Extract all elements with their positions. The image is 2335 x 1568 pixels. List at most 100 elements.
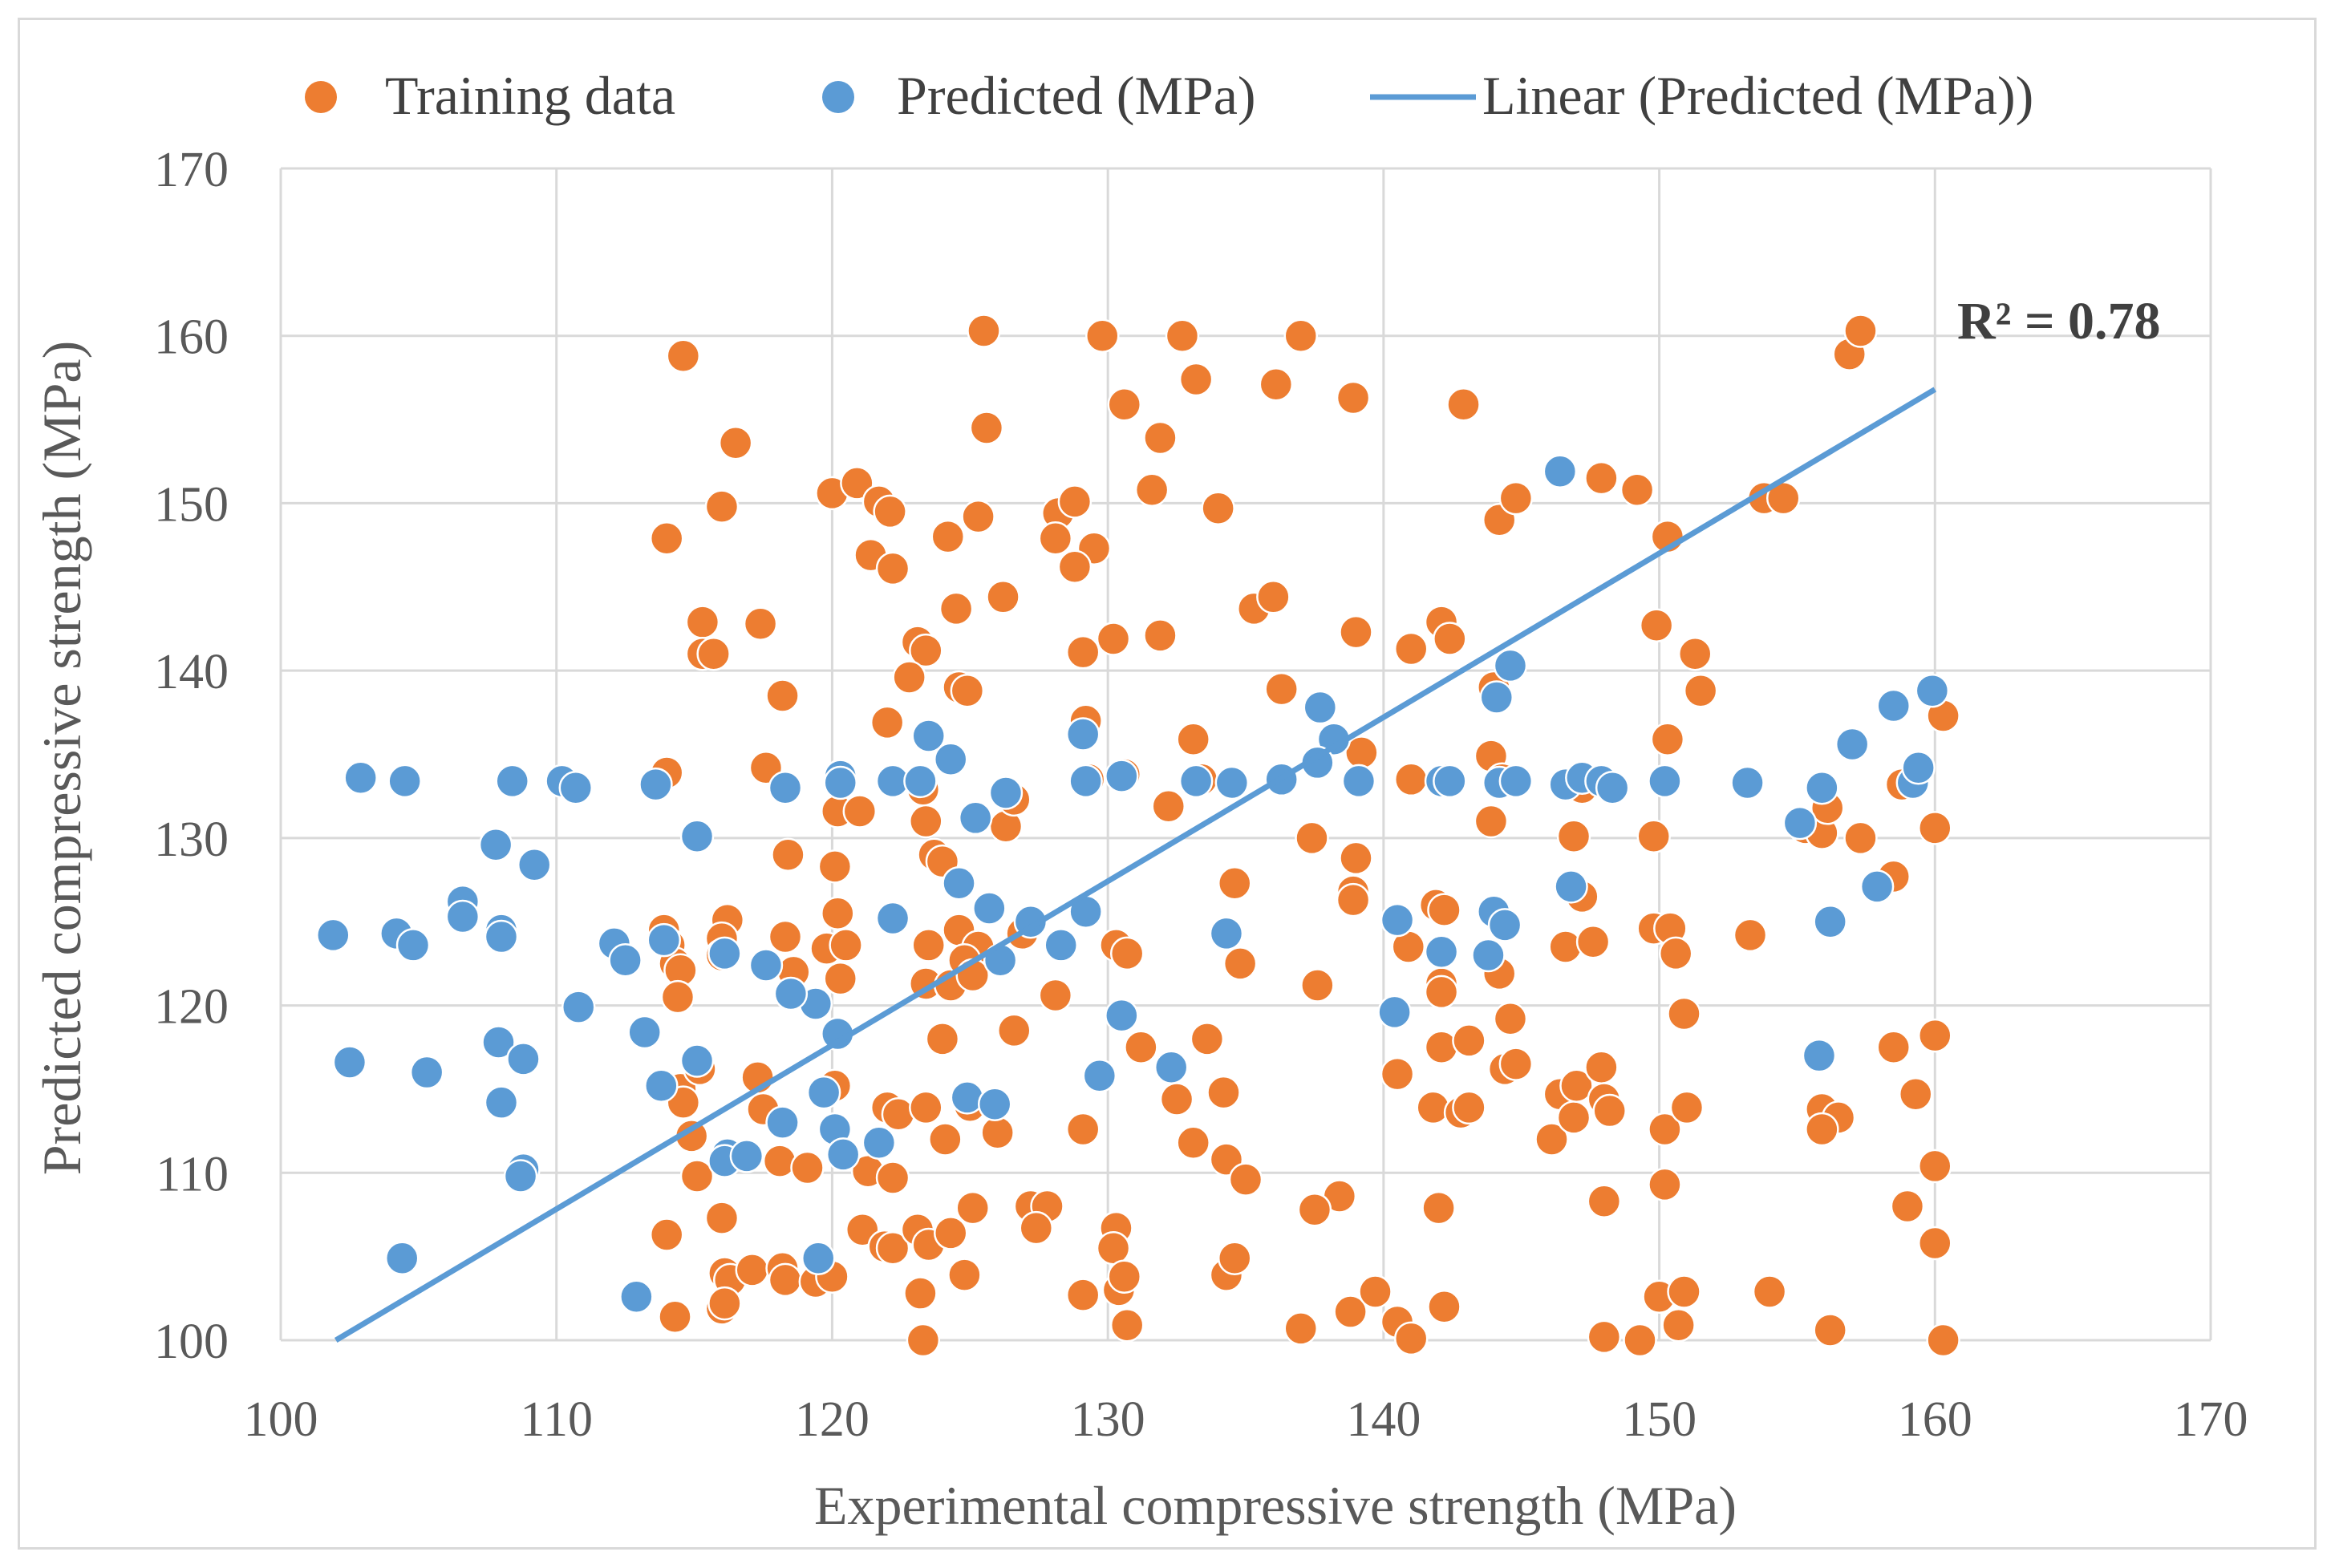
training-point xyxy=(1623,1323,1657,1358)
training-point xyxy=(875,1230,910,1266)
predicted-point xyxy=(558,770,594,805)
training-point xyxy=(790,1150,825,1185)
predicted-point xyxy=(1915,673,1950,708)
training-point xyxy=(892,660,926,695)
predicted-point xyxy=(773,976,809,1011)
training-point xyxy=(1587,1319,1622,1355)
training-point xyxy=(1534,1122,1569,1157)
training-point xyxy=(1752,1274,1787,1309)
training-point xyxy=(1592,1093,1627,1128)
legend-predicted-label: Predicted (MPa) xyxy=(897,65,1256,126)
predicted-point xyxy=(806,1075,841,1110)
training-point xyxy=(1019,1210,1054,1246)
predicted-point xyxy=(1044,928,1078,962)
training-point xyxy=(649,521,684,556)
training-point xyxy=(1393,762,1429,797)
training-point xyxy=(823,961,857,996)
predicted-point xyxy=(861,1125,897,1160)
training-point xyxy=(1065,1278,1101,1312)
training-point xyxy=(1339,614,1373,650)
predicted-point xyxy=(942,865,976,901)
training-point xyxy=(1843,820,1878,856)
predicted-point xyxy=(506,1042,541,1076)
training-point xyxy=(909,633,943,668)
training-point xyxy=(1918,1226,1952,1261)
predicted-point xyxy=(972,891,1007,926)
training-point xyxy=(1498,1047,1534,1081)
training-point xyxy=(840,466,874,500)
training-point xyxy=(947,1258,982,1292)
training-point xyxy=(1256,580,1291,614)
predicted-point xyxy=(1424,934,1459,970)
training-point xyxy=(1065,1112,1101,1147)
training-point xyxy=(1427,1290,1461,1324)
training-point xyxy=(1057,549,1093,584)
training-point xyxy=(1218,1241,1252,1275)
training-point xyxy=(955,1190,990,1226)
predicted-point xyxy=(627,1015,662,1050)
training-point xyxy=(1805,1112,1839,1147)
training-point xyxy=(658,1299,692,1335)
training-point xyxy=(967,314,1001,348)
x-tick-label: 150 xyxy=(1622,1392,1697,1447)
training-point xyxy=(909,1090,943,1125)
training-point xyxy=(1057,484,1093,519)
training-point xyxy=(1427,893,1461,927)
training-point xyxy=(735,1253,770,1287)
training-point xyxy=(1038,521,1073,556)
predicted-point xyxy=(958,800,993,836)
training-point xyxy=(997,1013,1032,1048)
training-point xyxy=(1556,1100,1591,1135)
y-axis-title: Predicted compressive strength (MPa) xyxy=(31,341,92,1176)
training-point xyxy=(1107,387,1142,422)
y-tick-label: 110 xyxy=(156,1147,229,1201)
training-point xyxy=(1096,622,1131,656)
training-point xyxy=(1843,314,1878,348)
training-point xyxy=(1648,1112,1682,1147)
training-point xyxy=(1201,491,1235,525)
predicted-point xyxy=(911,719,946,753)
predicted-point xyxy=(1082,1058,1117,1093)
predicted-point xyxy=(823,765,857,800)
training-point xyxy=(1109,936,1145,971)
training-point xyxy=(743,606,778,641)
x-tick-labels: 100 110 120 130 140 150 160 170 xyxy=(244,1392,2248,1447)
training-point xyxy=(1259,367,1294,402)
y-tick-label: 130 xyxy=(154,812,229,867)
predicted-point xyxy=(638,767,673,802)
training-point xyxy=(821,896,855,931)
predicted-point xyxy=(1178,764,1214,799)
training-point xyxy=(928,1122,963,1157)
y-tick-label: 160 xyxy=(154,310,229,365)
training-point xyxy=(718,426,753,460)
y-tick-label: 100 xyxy=(154,1315,229,1369)
predicted-point xyxy=(1209,916,1244,951)
predicted-point xyxy=(933,742,968,777)
predicted-point xyxy=(1479,680,1514,715)
training-point xyxy=(1667,1274,1701,1309)
training-point xyxy=(1295,820,1329,856)
training-point xyxy=(1620,472,1655,507)
r-squared-annotation: R² = 0.78 xyxy=(1957,292,2161,350)
predicted-point xyxy=(478,827,513,862)
predicted-point xyxy=(1876,688,1911,723)
training-point xyxy=(1498,480,1534,516)
training-point xyxy=(842,794,878,829)
training-point xyxy=(1650,722,1685,756)
training-point xyxy=(1658,936,1693,971)
training-point xyxy=(1416,1090,1450,1125)
predicted-point xyxy=(1493,648,1528,683)
training-point xyxy=(1218,865,1252,901)
training-point xyxy=(1283,1311,1318,1346)
predicted-point xyxy=(343,760,378,795)
training-point xyxy=(1143,420,1178,456)
training-point xyxy=(1661,1307,1696,1343)
y-tick-labels: 100 110 120 130 140 150 160 170 xyxy=(154,143,229,1369)
training-point xyxy=(1096,1230,1131,1266)
predicted-point xyxy=(1065,717,1101,752)
training-point xyxy=(1109,1307,1145,1343)
predicted-point xyxy=(1471,938,1506,973)
training-point xyxy=(679,1159,715,1193)
training-point xyxy=(1124,1030,1158,1064)
training-point xyxy=(1151,788,1186,824)
